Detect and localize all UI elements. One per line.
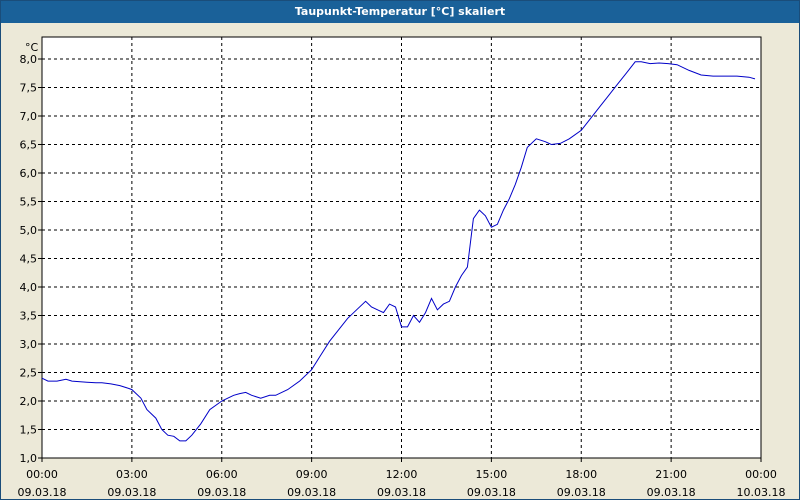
y-tick-label: 1,5 [20, 424, 38, 437]
x-tick-date-label: 09.03.18 [557, 486, 606, 499]
y-tick-label: 6,0 [20, 167, 38, 180]
x-tick-date-label: 09.03.18 [647, 486, 696, 499]
y-tick-label: 5,5 [20, 196, 38, 209]
x-tick-time-label: 21:00 [655, 468, 687, 481]
x-tick-time-label: 00:00 [745, 468, 777, 481]
y-tick-label: 5,0 [20, 224, 38, 237]
x-tick-time-label: 00:00 [26, 468, 58, 481]
chart-title: Taupunkt-Temperatur [°C] skaliert [1, 1, 799, 23]
x-tick-time-label: 12:00 [386, 468, 418, 481]
y-axis: 1,0 1,5 2,0 2,5 3,0 3,5 4,0 4,5 5,0 5,5 6,0 6,5 7,0 7… [20, 53, 42, 465]
y-tick-label: 3,5 [20, 310, 38, 323]
x-tick-time-label: 06:00 [206, 468, 238, 481]
x-tick-time-label: 03:00 [116, 468, 148, 481]
grid [42, 37, 761, 458]
y-tick-label: 7,0 [20, 110, 38, 123]
x-tick-date-label: 09.03.18 [467, 486, 516, 499]
x-tick-date-label: 09.03.18 [107, 486, 156, 499]
y-tick-label: 4,0 [20, 281, 38, 294]
x-tick-date-label: 09.03.18 [287, 486, 336, 499]
y-tick-label: 3,0 [20, 338, 38, 351]
y-tick-label: 4,5 [20, 253, 38, 266]
x-axis: 00:00 09.03.18 03:00 09.03.18 06:00 09.03.18 0… [18, 458, 786, 499]
x-tick-date-label: 09.03.18 [197, 486, 246, 499]
y-tick-label: 7,5 [20, 82, 38, 95]
y-tick-label: 1,0 [20, 452, 38, 465]
x-tick-time-label: 15:00 [476, 468, 508, 481]
y-tick-label: 8,0 [20, 53, 38, 66]
x-tick-time-label: 18:00 [565, 468, 597, 481]
y-tick-label: 2,5 [20, 367, 38, 380]
x-tick-date-label: 09.03.18 [377, 486, 426, 499]
x-tick-date-label: 09.03.18 [18, 486, 67, 499]
x-tick-time-label: 09:00 [296, 468, 328, 481]
y-tick-label: 6,5 [20, 139, 38, 152]
x-tick-date-label: 10.03.18 [737, 486, 786, 499]
y-axis-unit-label: °C [25, 41, 39, 54]
y-tick-label: 2,0 [20, 395, 38, 408]
chart-canvas: 1,0 1,5 2,0 2,5 3,0 3,5 4,0 4,5 5,0 5,5 6,0 6,5 7,0 7… [18, 36, 786, 499]
series-line [41, 61, 756, 442]
